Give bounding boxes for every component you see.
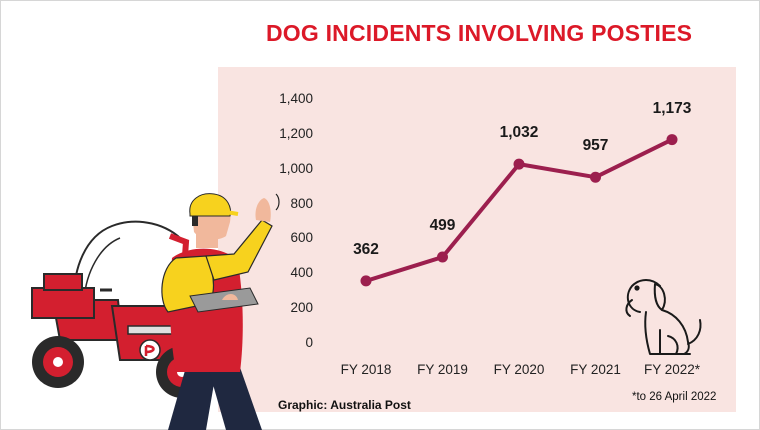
x-tick-label: FY 2018 [340,362,392,377]
y-tick-label: 200 [290,300,313,316]
chart-title: DOG INCIDENTS INVOLVING POSTIES [266,20,693,46]
y-tick-label: 600 [290,230,313,246]
postie-illustration [161,193,273,430]
y-tick-label: 400 [290,265,313,281]
y-tick-label: 800 [290,195,313,211]
y-axis-bracket [275,193,280,211]
x-tick-label: FY 2022* [643,362,701,377]
data-point [360,275,372,287]
source-note: Graphic: Australia Post [278,398,411,412]
data-label: 1,173 [652,99,692,117]
data-label: 362 [353,240,379,258]
x-tick-label: FY 2021 [570,362,621,377]
data-point [590,171,601,183]
series-points [360,134,678,287]
data-label: 499 [429,217,456,235]
dog-icon [625,279,702,355]
data-label: 957 [582,137,609,155]
data-label: 1,032 [499,124,539,142]
data-point [666,134,678,146]
y-tick-label: 0 [305,335,313,350]
x-tick-label: FY 2019 [417,362,468,377]
y-tick-label: 1,200 [279,125,313,141]
scooter-illustration [31,220,208,398]
footnote: *to 26 April 2022 [632,391,717,403]
data-point [437,251,448,263]
y-tick-label: 1,000 [279,160,313,176]
data-point [513,158,525,170]
y-tick-label: 1,400 [279,91,313,106]
x-tick-label: FY 2020 [493,362,545,377]
